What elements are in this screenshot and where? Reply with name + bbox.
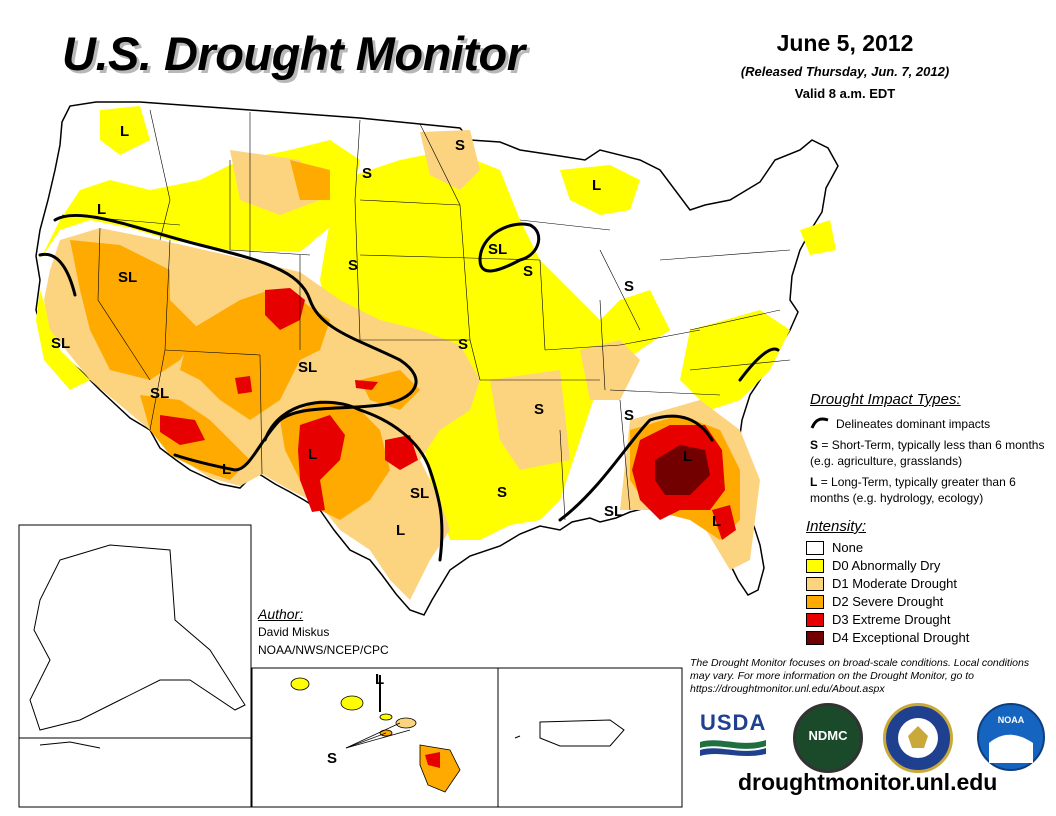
- noaa-gull-icon: [989, 734, 1033, 763]
- label-colorado: S: [348, 257, 358, 274]
- intensity-label: None: [832, 539, 864, 555]
- long-term-key: L: [810, 475, 818, 489]
- label-four-corners: SL: [298, 359, 317, 376]
- boundary-line-icon: [810, 417, 829, 429]
- intensity-item: D1 Moderate Drought: [806, 574, 1046, 592]
- website-url[interactable]: droughtmonitor.unl.edu: [738, 769, 998, 795]
- label-minnesota: S: [455, 137, 465, 154]
- usda-logo-text: USDA: [700, 710, 767, 735]
- ndmc-logo: NDMC: [793, 703, 863, 773]
- intensity-label: D1 Moderate Drought: [832, 575, 958, 591]
- ndmc-logo-text: NDMC: [808, 728, 848, 743]
- intensity-swatch: [806, 577, 824, 591]
- valid-time: Valid 8 a.m. EDT: [794, 86, 896, 101]
- label-hawaii-l: L: [375, 671, 384, 688]
- intensity-item: D3 Extreme Drought: [806, 610, 1046, 628]
- label-montana: S: [362, 165, 372, 182]
- intensity-legend: Intensity: None D0 Abnormally Dry D1 Mod…: [806, 518, 1046, 646]
- noaa-logo: NOAA: [977, 703, 1045, 771]
- label-new-mexico: L: [222, 461, 231, 478]
- author-block: Author: David Miskus NOAA/NWS/NCEP/CPC: [258, 605, 389, 659]
- label-pacific-nw: L: [120, 123, 129, 140]
- usda-wave-icon: [700, 740, 766, 756]
- intensity-label: D2 Severe Drought: [832, 593, 944, 609]
- label-tennessee: S: [624, 407, 634, 424]
- label-iowa-wisc: SL: [488, 241, 507, 258]
- alaska-inset: [18, 524, 252, 808]
- short-term-text: = Short-Term, typically less than 6 mont…: [810, 438, 1045, 468]
- impact-types-legend: Drought Impact Types: Delineates dominan…: [810, 391, 1050, 506]
- label-west-texas: L: [308, 446, 317, 463]
- delineates-text: Delineates dominant impacts: [836, 417, 991, 431]
- label-illinois: S: [523, 263, 533, 280]
- map-title: U.S. Drought Monitor: [62, 27, 525, 80]
- short-term-row: S = Short-Term, typically less than 6 mo…: [810, 437, 1050, 469]
- intensity-swatch: [806, 559, 824, 573]
- long-term-text: = Long-Term, typically greater than 6 mo…: [810, 475, 1016, 505]
- label-oregon: L: [97, 201, 106, 218]
- intensity-swatch: [806, 595, 824, 609]
- intensity-label: D4 Exceptional Drought: [832, 629, 970, 645]
- impact-boundaries: [38, 213, 780, 562]
- intensity-item: D0 Abnormally Dry: [806, 556, 1046, 574]
- label-florida: L: [712, 513, 721, 530]
- intensity-label: D0 Abnormally Dry: [832, 557, 941, 573]
- author-name: David Miskus: [258, 625, 330, 639]
- intensity-swatch: [806, 613, 824, 627]
- label-georgia: L: [683, 448, 692, 465]
- eagle-seal-icon: [898, 718, 938, 758]
- state-boundaries: [61, 109, 791, 521]
- d4-areas: [655, 445, 710, 495]
- label-gulf-coast: SL: [604, 503, 623, 520]
- short-term-key: S: [810, 438, 819, 452]
- disclaimer-text: The Drought Monitor focuses on broad-sca…: [690, 657, 1030, 695]
- intensity-label: D3 Extreme Drought: [832, 611, 951, 627]
- commerce-seal-logo: [883, 703, 953, 773]
- intensity-swatch: [806, 631, 824, 645]
- label-arkansas: S: [534, 401, 544, 418]
- intensity-item: D4 Exceptional Drought: [806, 628, 1046, 646]
- label-arizona: SL: [150, 385, 169, 402]
- puerto-rico-inset: [497, 667, 683, 808]
- label-michigan: L: [592, 177, 601, 194]
- label-great-basin: SL: [118, 269, 137, 286]
- hawaii-inset: L S: [251, 667, 499, 808]
- label-california: SL: [51, 335, 70, 352]
- usda-logo: USDA: [700, 710, 770, 760]
- label-south-texas: L: [396, 522, 405, 539]
- long-term-row: L = Long-Term, typically greater than 6 …: [810, 474, 1050, 506]
- label-kansas: S: [458, 336, 468, 353]
- impact-types-heading: Drought Impact Types:: [810, 391, 961, 408]
- release-date: (Released Thursday, Jun. 7, 2012): [740, 64, 950, 79]
- intensity-swatch: [806, 541, 824, 555]
- author-heading: Author:: [258, 606, 304, 622]
- label-east-texas: SL: [410, 485, 429, 502]
- noaa-logo-text: NOAA: [997, 715, 1025, 725]
- map-date: June 5, 2012: [776, 30, 914, 56]
- author-affiliation: NOAA/NWS/NCEP/CPC: [258, 643, 389, 657]
- label-mississippi: S: [497, 484, 507, 501]
- label-hawaii-s: S: [327, 750, 337, 767]
- label-ohio: S: [624, 278, 634, 295]
- intensity-item: D2 Severe Drought: [806, 592, 1046, 610]
- intensity-heading: Intensity:: [806, 518, 867, 535]
- delineates-row: Delineates dominant impacts: [810, 416, 1050, 432]
- intensity-item: None: [806, 538, 1046, 556]
- impact-labels: L L S S L SL SL S SL S S S SL SL L L S S…: [51, 123, 721, 539]
